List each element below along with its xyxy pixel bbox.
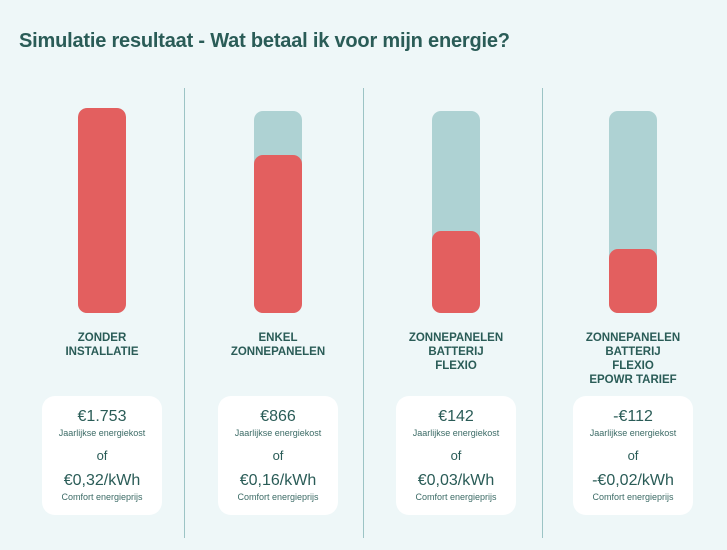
of-label: of	[627, 448, 639, 463]
result-card: -€112 Jaarlijkse energiekost of -€0,02/k…	[573, 396, 693, 515]
of-label: of	[96, 448, 108, 463]
cost-bar	[432, 108, 480, 313]
comfort-price-label: Comfort energieprijs	[237, 492, 319, 502]
scenario-label: ZONNEPANELEN BATTERIJ FLEXIO ePOWR TARIEF	[585, 332, 681, 386]
cost-bar	[78, 108, 126, 313]
scenario-column: ENKEL ZONNEPANELEN €866 Jaarlijkse energi…	[193, 0, 363, 550]
comfort-price: €0,03/kWh	[417, 472, 495, 489]
scenario-column: ZONNEPANELEN BATTERIJ FLEXIO ePOWR TARIEF -…	[548, 0, 718, 550]
bar-fill	[254, 155, 302, 313]
comfort-price: -€0,02/kWh	[592, 472, 674, 489]
annual-cost: €1.753	[77, 408, 127, 425]
annual-cost-label: Jaarlijkse energiekost	[412, 428, 500, 438]
column-divider	[184, 88, 185, 538]
bar-fill	[432, 231, 480, 313]
annual-cost: €142	[438, 408, 474, 425]
of-label: of	[272, 448, 284, 463]
scenario-label: ENKEL ZONNEPANELEN	[230, 332, 326, 358]
column-divider	[363, 88, 364, 538]
annual-cost: -€112	[613, 408, 653, 425]
bar-fill	[78, 108, 126, 313]
comfort-price-label: Comfort energieprijs	[415, 492, 497, 502]
result-card: €866 Jaarlijkse energiekost of €0,16/kWh…	[218, 396, 338, 515]
page-title: Simulatie resultaat - Wat betaal ik voor…	[19, 30, 510, 52]
annual-cost-label: Jaarlijkse energiekost	[589, 428, 677, 438]
cost-bar	[609, 108, 657, 313]
scenario-label: ZONNEPANELEN BATTERIJ FLEXIO	[408, 332, 504, 372]
of-label: of	[450, 448, 462, 463]
annual-cost-label: Jaarlijkse energiekost	[234, 428, 322, 438]
result-card: €1.753 Jaarlijkse energiekost of €0,32/k…	[42, 396, 162, 515]
scenario-column: ZONDER INSTALLATIE €1.753 Jaarlijkse ener…	[17, 0, 187, 550]
scenario-label: ZONDER INSTALLATIE	[65, 332, 139, 358]
comfort-price-label: Comfort energieprijs	[592, 492, 674, 502]
column-divider	[542, 88, 543, 538]
annual-cost: €866	[260, 408, 296, 425]
annual-cost-label: Jaarlijkse energiekost	[58, 428, 146, 438]
result-card: €142 Jaarlijkse energiekost of €0,03/kWh…	[396, 396, 516, 515]
bar-fill	[609, 249, 657, 313]
cost-bar	[254, 108, 302, 313]
comfort-price-label: Comfort energieprijs	[61, 492, 143, 502]
comfort-price: €0,32/kWh	[63, 472, 141, 489]
scenario-column: ZONNEPANELEN BATTERIJ FLEXIO €142 Jaarlijk…	[371, 0, 541, 550]
comfort-price: €0,16/kWh	[239, 472, 317, 489]
